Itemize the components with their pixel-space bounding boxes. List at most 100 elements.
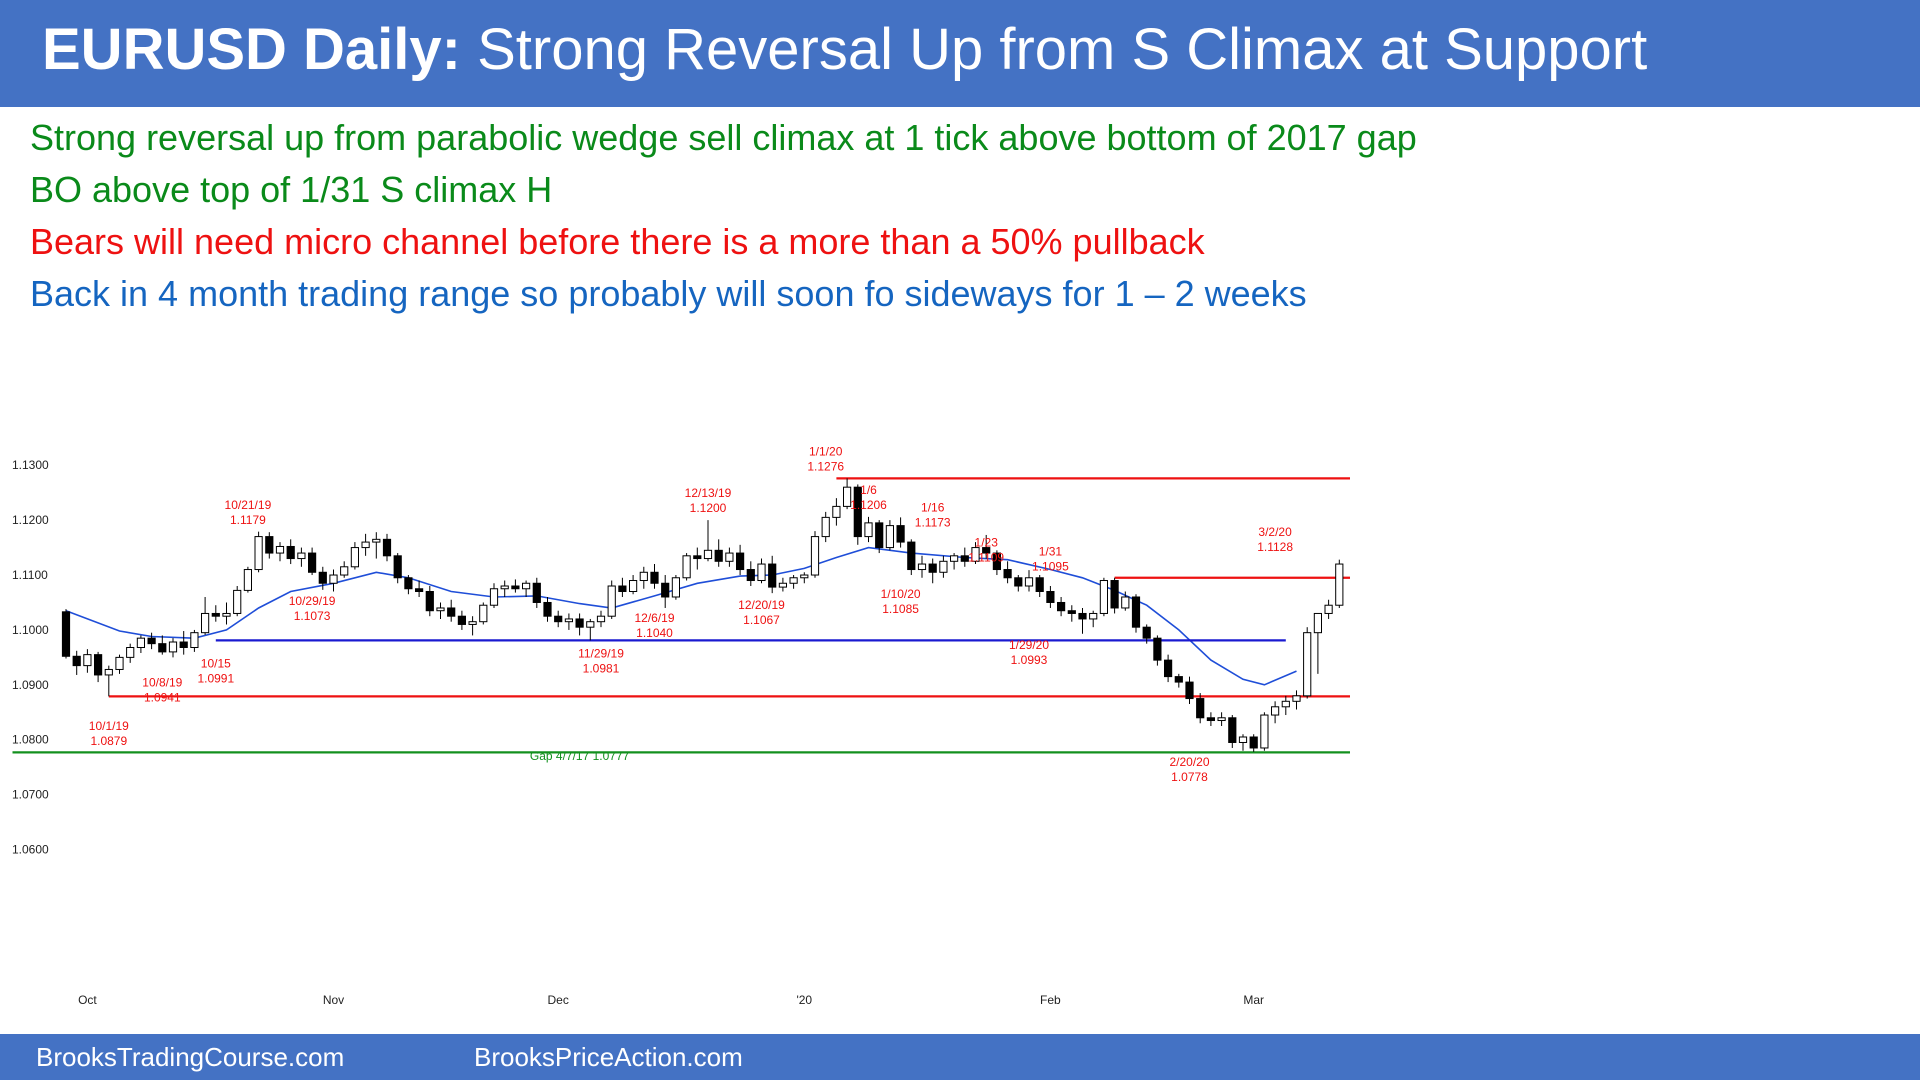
annotation-label: 12/13/19	[685, 486, 732, 500]
candle-body	[447, 607, 456, 617]
candle	[875, 520, 884, 554]
candle	[928, 558, 937, 584]
candle-body	[457, 615, 466, 625]
candle	[885, 520, 894, 551]
candle-body	[297, 552, 306, 560]
candle	[1185, 676, 1194, 705]
candle	[693, 547, 702, 570]
x-tick-label: Dec	[548, 993, 569, 1007]
candle	[757, 558, 766, 584]
x-axis: Oct Nov Dec '20 Feb Mar	[78, 993, 1264, 1007]
annotation-label: 1/16	[921, 500, 945, 514]
candle-body	[275, 545, 285, 554]
candle-body	[950, 555, 959, 562]
candle-body	[639, 571, 648, 582]
candle-body	[1174, 676, 1183, 683]
candle-body	[511, 585, 520, 590]
candle-body	[596, 615, 606, 623]
candle-body	[1324, 604, 1333, 614]
candle-body	[853, 486, 862, 538]
candle	[736, 544, 745, 576]
candle-body	[917, 563, 927, 571]
candle	[853, 484, 862, 545]
candle-body	[436, 607, 445, 612]
candle	[896, 517, 905, 548]
footer-site-left: BrooksTradingCourse.com	[36, 1042, 345, 1072]
annotation-label: 10/8/19	[142, 675, 182, 689]
candle-body	[564, 618, 573, 623]
candle	[243, 566, 253, 593]
candle	[1131, 594, 1141, 633]
candle-body	[789, 577, 798, 584]
candle	[265, 532, 274, 559]
candle	[1335, 559, 1344, 608]
annotation-label: 1/10/20	[881, 587, 921, 601]
candle-body	[1335, 563, 1344, 606]
candle-body	[1228, 717, 1237, 743]
candle-body	[404, 577, 413, 590]
candle	[468, 616, 477, 636]
candle-body	[1142, 626, 1151, 639]
annotation-label: 1.0981	[583, 661, 620, 675]
annotation-label: 1.0991	[197, 671, 234, 685]
moving-average-line	[65, 546, 1297, 686]
y-tick-label: 1.0800	[12, 733, 49, 747]
candle-body	[1164, 659, 1173, 678]
candle	[1067, 605, 1076, 622]
candle	[629, 575, 638, 595]
candle-body	[554, 615, 563, 623]
candle-body	[907, 541, 916, 571]
candle-body	[489, 588, 499, 606]
commentary-line-2: BO above top of 1/31 S climax H	[30, 169, 553, 210]
candle	[1217, 712, 1226, 727]
candle-body	[190, 632, 199, 648]
candle	[939, 555, 948, 578]
candle	[222, 602, 231, 625]
candle-body	[1078, 612, 1087, 620]
candle-body	[61, 611, 71, 657]
candle-body	[1099, 580, 1109, 614]
candle	[1238, 734, 1248, 751]
candle-body	[1281, 700, 1290, 708]
candle-body	[350, 547, 359, 568]
candle-body	[1206, 717, 1216, 722]
annotation-label: 1.1200	[690, 501, 727, 515]
candle	[254, 531, 263, 573]
candle	[1110, 577, 1119, 614]
candle	[1260, 712, 1269, 751]
y-tick-label: 1.1300	[12, 458, 49, 472]
candle	[1078, 607, 1087, 634]
candle	[61, 609, 71, 659]
candle	[350, 542, 359, 570]
candle	[489, 583, 499, 608]
candle-body	[1046, 590, 1055, 603]
annotation-label: 1.1276	[807, 459, 844, 473]
candle	[864, 516, 873, 543]
level-lines-layer	[12, 477, 1350, 754]
candle	[479, 602, 488, 625]
candle	[554, 610, 563, 628]
candle	[789, 575, 798, 589]
candle	[1153, 635, 1162, 666]
candle-body	[1303, 632, 1312, 697]
candle-body	[72, 655, 81, 667]
candle	[415, 580, 424, 597]
candle-body	[361, 541, 370, 549]
candle-body	[843, 486, 852, 507]
candle-body	[308, 552, 317, 573]
candle	[126, 643, 135, 663]
candle-body	[233, 589, 242, 614]
y-axis: 1.1300 1.1200 1.1100 1.1000 1.0900 1.0800 1.07…	[12, 458, 49, 856]
candle-body	[1217, 717, 1226, 722]
title-symbol: EURUSD Daily:	[42, 17, 461, 82]
candle	[992, 550, 1001, 576]
candle-body	[1196, 698, 1205, 719]
candle	[907, 539, 916, 576]
commentary-line-4: Back in 4 month trading range so probabl…	[30, 273, 1307, 314]
candle-body	[1057, 601, 1066, 612]
candle-body	[864, 522, 873, 538]
candle-body	[1249, 736, 1258, 749]
annotation-label: 1/6	[860, 483, 877, 497]
candle-body	[875, 522, 884, 549]
annotation-label: 10/15	[201, 656, 231, 670]
